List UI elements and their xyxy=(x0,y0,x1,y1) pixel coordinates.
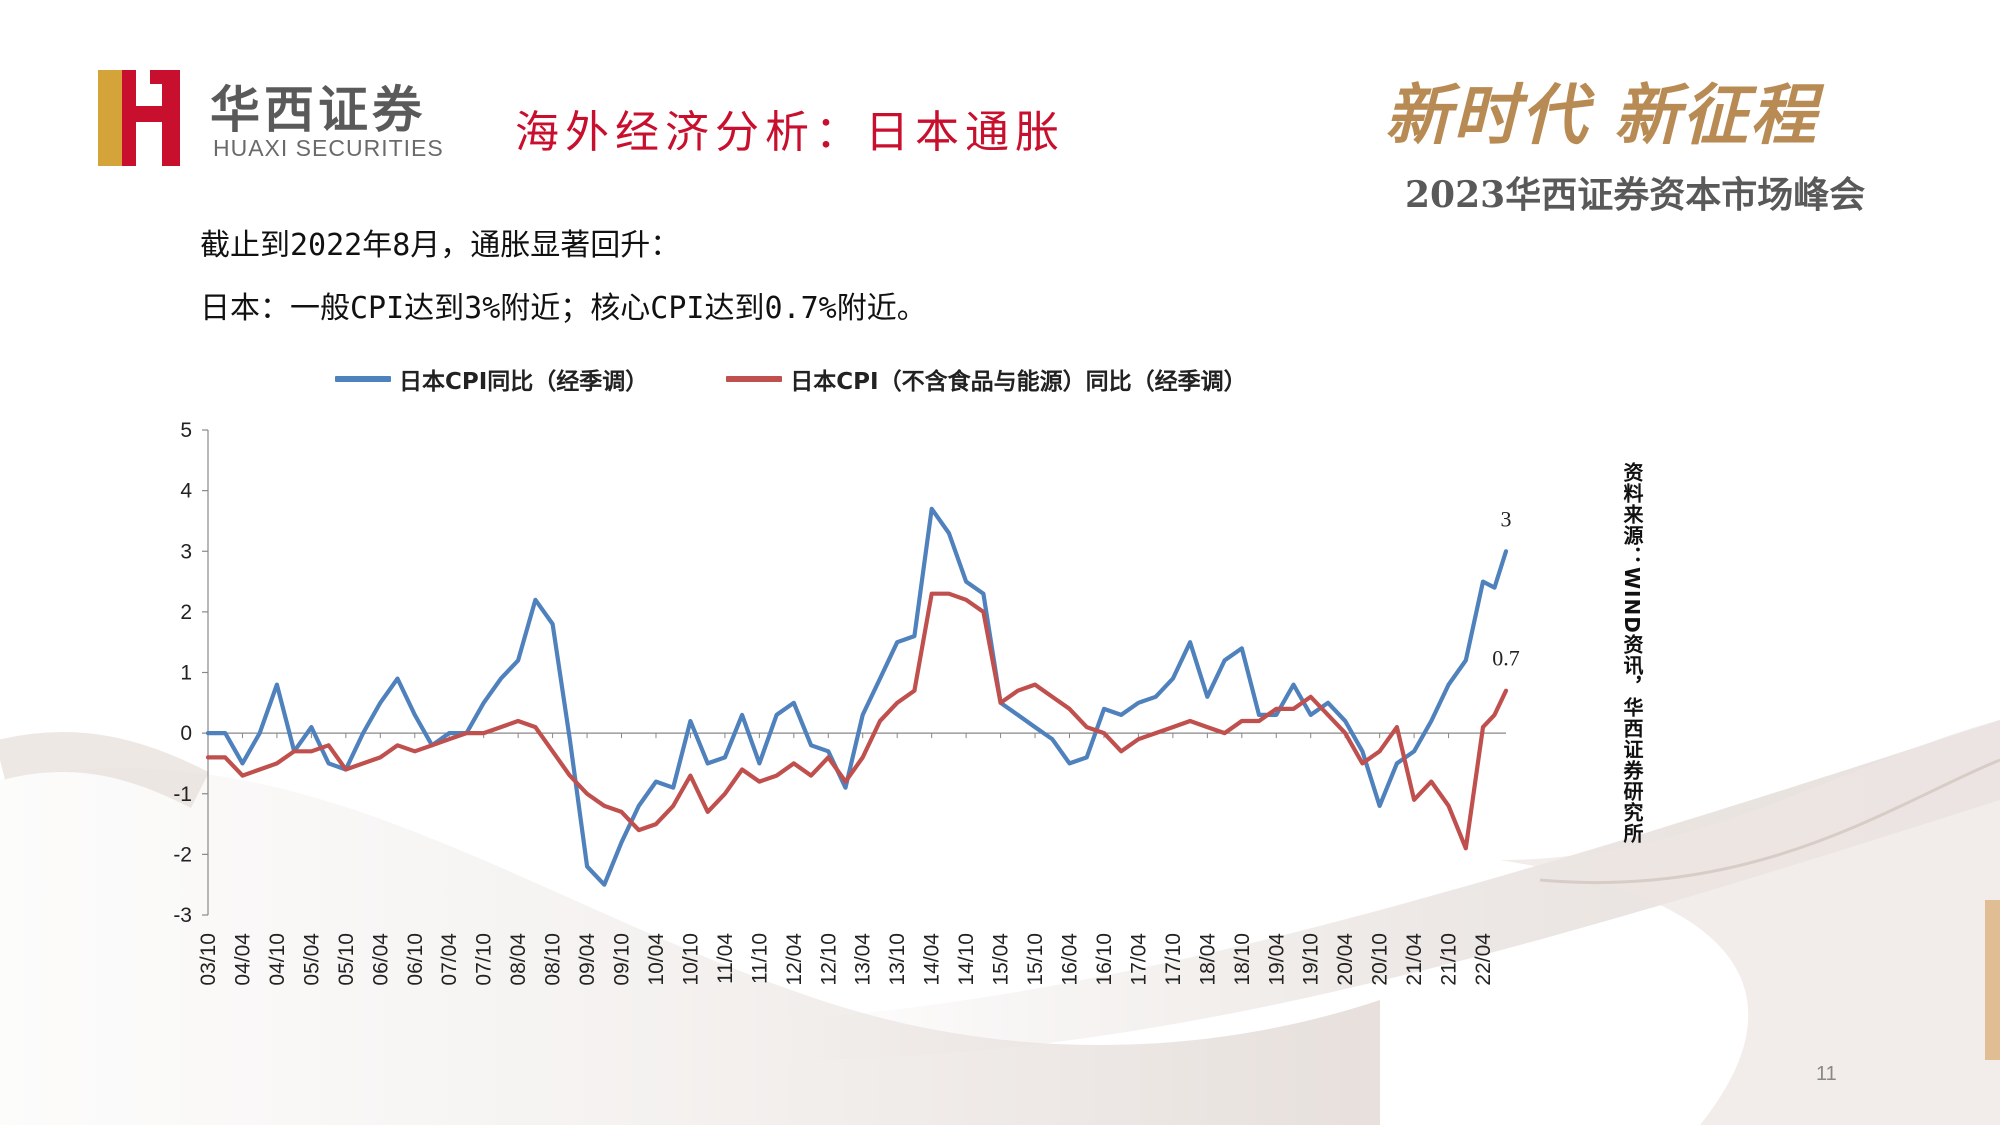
legend-label-cpi: 日本CPI同比（经季调） xyxy=(399,369,649,395)
x-tick-label: 08/10 xyxy=(542,933,565,986)
legend-item-cpi: 日本CPI同比（经季调） xyxy=(335,362,648,396)
x-tick-label: 13/04 xyxy=(852,933,875,986)
x-tick-label: 20/04 xyxy=(1334,933,1357,986)
x-tick-label: 04/10 xyxy=(266,933,289,986)
y-tick-label: 5 xyxy=(180,419,192,442)
x-tick-label: 14/04 xyxy=(921,933,944,986)
y-tick-label: -3 xyxy=(173,904,192,927)
page-title: 海外经济分析：日本通胀 xyxy=(515,107,1065,158)
x-tick-label: 19/10 xyxy=(1300,933,1323,986)
summit-name: 2023华西证券资本市场峰会 xyxy=(1405,174,1866,216)
x-tick-label: 11/10 xyxy=(748,933,771,984)
data-label: 3 xyxy=(1501,506,1512,531)
legend-item-core-cpi: 日本CPI（不含食品与能源）同比（经季调） xyxy=(726,362,1247,396)
legend-swatch-red xyxy=(726,376,783,382)
legend-swatch-blue xyxy=(335,376,391,382)
x-tick-label: 15/10 xyxy=(1024,933,1047,986)
y-tick-label: 4 xyxy=(180,480,192,503)
legend-label-core-cpi: 日本CPI（不含食品与能源）同比（经季调） xyxy=(790,369,1247,395)
y-tick-label: 3 xyxy=(180,540,192,563)
x-tick-label: 13/10 xyxy=(886,933,909,986)
x-tick-label: 15/04 xyxy=(990,933,1013,986)
summary-line-1: 截止到2022年8月，通胀显著回升： xyxy=(200,228,681,263)
x-tick-label: 12/04 xyxy=(783,933,806,986)
x-tick-label: 14/10 xyxy=(955,933,978,986)
y-tick-label: 1 xyxy=(180,662,192,685)
x-tick-label: 20/10 xyxy=(1369,933,1392,986)
x-tick-label: 07/04 xyxy=(438,933,461,986)
x-tick-label: 17/10 xyxy=(1162,933,1185,986)
x-tick-label: 08/04 xyxy=(507,933,530,986)
x-tick-label: 09/10 xyxy=(611,933,634,986)
huaxi-logo-icon xyxy=(98,70,180,166)
logo-english-name: HUAXI SECURITIES xyxy=(213,135,444,161)
y-tick-label: -1 xyxy=(173,783,192,806)
summary-line-2: 日本：一般CPI达到3%附近；核心CPI达到0.7%附近。 xyxy=(200,291,927,326)
x-tick-label: 10/04 xyxy=(645,933,668,986)
x-tick-label: 05/04 xyxy=(300,933,323,986)
x-tick-label: 18/04 xyxy=(1196,933,1219,986)
x-tick-label: 05/10 xyxy=(335,933,358,986)
page-number: 11 xyxy=(1816,1063,1837,1085)
x-tick-label: 17/04 xyxy=(1127,933,1150,986)
x-tick-label: 06/10 xyxy=(404,933,427,986)
series-line-core-cpi xyxy=(205,591,1509,851)
x-tick-label: 04/04 xyxy=(231,933,254,986)
x-tick-label: 06/04 xyxy=(369,933,392,986)
company-logo: 华西证券 HUAXI SECURITIES xyxy=(98,68,458,168)
x-tick-label: 18/10 xyxy=(1231,933,1254,986)
source-note: 资料来源：WIND资讯，华西证券研究所 xyxy=(1620,462,1644,844)
x-tick-label: 19/04 xyxy=(1265,933,1288,986)
chart-legend: 日本CPI同比（经季调） 日本CPI（不含食品与能源）同比（经季调） xyxy=(335,362,1325,396)
data-label: 0.7 xyxy=(1492,646,1520,671)
x-tick-label: 10/10 xyxy=(679,933,702,986)
x-tick-label: 16/04 xyxy=(1059,933,1082,986)
x-tick-label: 16/10 xyxy=(1093,933,1116,986)
y-tick-label: -2 xyxy=(173,843,192,866)
x-tick-label: 12/10 xyxy=(817,933,840,986)
x-tick-label: 09/04 xyxy=(576,933,599,986)
x-tick-label: 07/10 xyxy=(473,933,496,986)
x-tick-label: 22/04 xyxy=(1472,933,1495,986)
series-line-cpi xyxy=(205,506,1509,887)
slogan: 新时代 新征程 xyxy=(1385,76,1818,154)
x-tick-label: 11/04 xyxy=(714,933,737,984)
y-tick-label: 2 xyxy=(180,601,192,624)
x-tick-label: 21/04 xyxy=(1403,933,1426,986)
x-tick-label: 03/10 xyxy=(197,933,220,986)
x-tick-label: 21/10 xyxy=(1438,933,1461,986)
logo-chinese-name: 华西证券 xyxy=(210,80,426,139)
y-tick-label: 0 xyxy=(180,722,192,745)
